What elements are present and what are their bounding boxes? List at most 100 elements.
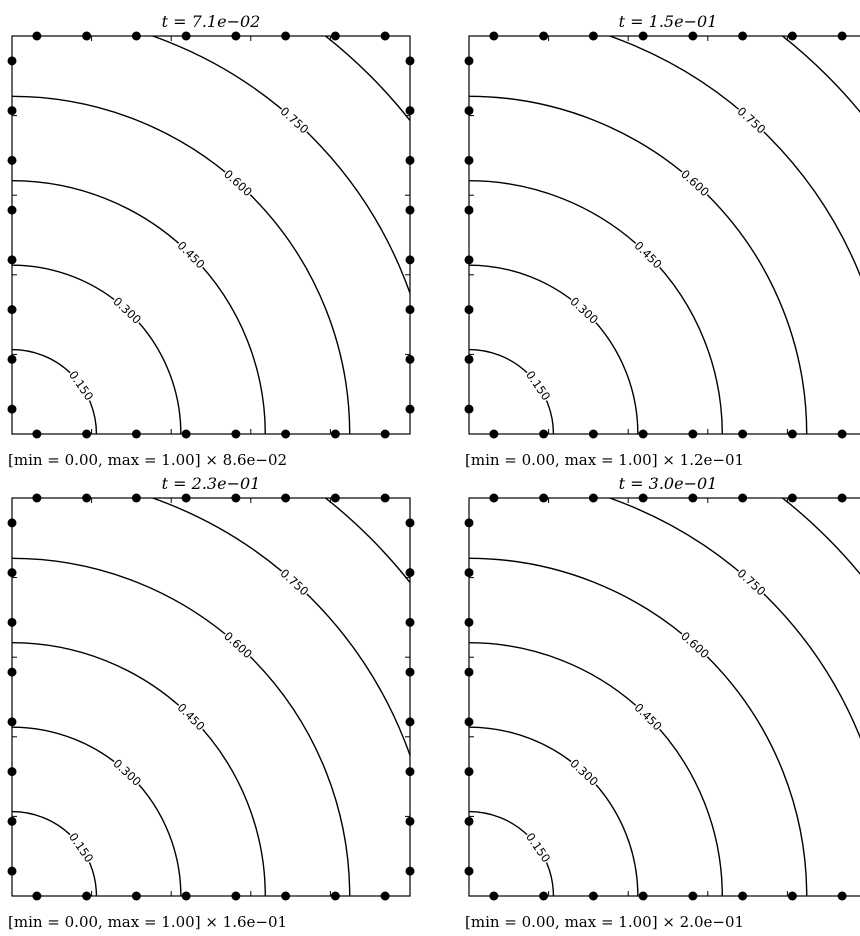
contour-line xyxy=(469,642,723,896)
axes-frame xyxy=(11,497,411,897)
contour-label: 0.750 xyxy=(278,566,312,598)
contour-line xyxy=(12,557,351,896)
boundary-node xyxy=(405,866,415,876)
boundary-node xyxy=(330,891,340,901)
boundary-node xyxy=(464,816,474,826)
boundary-node xyxy=(380,31,390,41)
boundary-node xyxy=(231,31,241,41)
boundary-node xyxy=(380,891,390,901)
boundary-node xyxy=(32,493,42,503)
boundary-node xyxy=(405,56,415,66)
panel-caption: [min = 0.00, max = 1.00] × 1.6e−01 xyxy=(8,913,287,931)
panel-3: t = 2.3e−01 0.150 0.300 0.450 0.600 0.750 [min… xyxy=(7,474,415,931)
boundary-node xyxy=(7,617,17,627)
boundary-node xyxy=(330,429,340,439)
contour-line xyxy=(12,95,351,434)
panel-2: t = 1.5e−01 0.150 0.300 0.450 0.600 0.750 [min… xyxy=(464,12,860,469)
boundary-node xyxy=(7,255,17,265)
boundary-node xyxy=(738,891,748,901)
contour-label-gap xyxy=(221,166,256,199)
contour-line xyxy=(324,498,410,584)
boundary-node xyxy=(787,891,797,901)
boundary-node xyxy=(131,891,141,901)
contour-label-gap xyxy=(631,237,666,272)
boundary-node xyxy=(7,568,17,578)
contour-label-gap xyxy=(523,829,554,865)
boundary-node xyxy=(539,31,549,41)
boundary-node xyxy=(738,31,748,41)
contour-label-gap xyxy=(277,565,312,599)
boundary-node xyxy=(787,31,797,41)
boundary-node xyxy=(281,493,291,503)
contour-label-gap xyxy=(678,628,713,661)
contour-label-gap xyxy=(110,293,145,327)
contour-label-gap xyxy=(174,237,209,272)
boundary-node xyxy=(82,493,92,503)
boundary-node xyxy=(405,617,415,627)
contour-label: 0.300 xyxy=(110,294,144,327)
contour-label: 0.300 xyxy=(110,756,144,789)
contour-line xyxy=(469,264,639,434)
boundary-node xyxy=(539,493,549,503)
contour-label-gap xyxy=(734,103,769,137)
boundary-node xyxy=(405,667,415,677)
boundary-node xyxy=(330,493,340,503)
axes-frame xyxy=(468,497,860,897)
boundary-node xyxy=(82,429,92,439)
boundary-node xyxy=(405,305,415,315)
boundary-node xyxy=(32,891,42,901)
boundary-node xyxy=(7,56,17,66)
contour-label: 0.150 xyxy=(66,368,96,403)
contour-line xyxy=(150,498,410,758)
boundary-node xyxy=(638,891,648,901)
boundary-node xyxy=(131,429,141,439)
boundary-node xyxy=(405,354,415,364)
boundary-node xyxy=(405,205,415,215)
contour-line xyxy=(469,557,808,896)
contour-line xyxy=(469,180,723,434)
boundary-node xyxy=(181,31,191,41)
boundary-node xyxy=(464,518,474,528)
boundary-node xyxy=(7,205,17,215)
contour-label: 0.450 xyxy=(632,700,665,733)
boundary-node xyxy=(405,155,415,165)
boundary-node xyxy=(7,305,17,315)
boundary-node xyxy=(738,429,748,439)
contour-label: 0.150 xyxy=(523,830,553,865)
boundary-node xyxy=(688,31,698,41)
axes-frame xyxy=(11,35,411,435)
boundary-node xyxy=(82,891,92,901)
boundary-node xyxy=(688,429,698,439)
boundary-node xyxy=(181,891,191,901)
boundary-node xyxy=(7,518,17,528)
contour-label-gap xyxy=(734,565,769,599)
boundary-node xyxy=(464,617,474,627)
boundary-node xyxy=(32,31,42,41)
contour-label: 0.600 xyxy=(221,629,255,661)
boundary-node xyxy=(32,429,42,439)
contour-label-gap xyxy=(678,166,713,199)
panel-title: t = 7.1e−02 xyxy=(162,12,261,31)
boundary-node xyxy=(7,667,17,677)
boundary-node xyxy=(181,429,191,439)
panel-title: t = 1.5e−01 xyxy=(619,12,718,31)
boundary-node xyxy=(7,404,17,414)
panel-4: t = 3.0e−01 0.150 0.300 0.450 0.600 0.750 [min… xyxy=(464,474,860,931)
boundary-node xyxy=(281,31,291,41)
boundary-node xyxy=(7,106,17,116)
contour-lines xyxy=(12,36,410,434)
boundary-node xyxy=(588,891,598,901)
panel-caption: [min = 0.00, max = 1.00] × 2.0e−01 xyxy=(465,913,744,931)
axes-frame xyxy=(468,35,860,435)
contour-line xyxy=(781,498,860,576)
contour-label-gap xyxy=(66,829,97,865)
boundary-node xyxy=(464,205,474,215)
contour-label-gap xyxy=(523,367,554,403)
contour-label-gap xyxy=(174,699,209,734)
contour-label: 0.450 xyxy=(175,700,208,733)
boundary-node xyxy=(837,891,847,901)
contour-line xyxy=(150,36,410,296)
contour-label: 0.600 xyxy=(678,167,712,199)
boundary-node xyxy=(7,767,17,777)
